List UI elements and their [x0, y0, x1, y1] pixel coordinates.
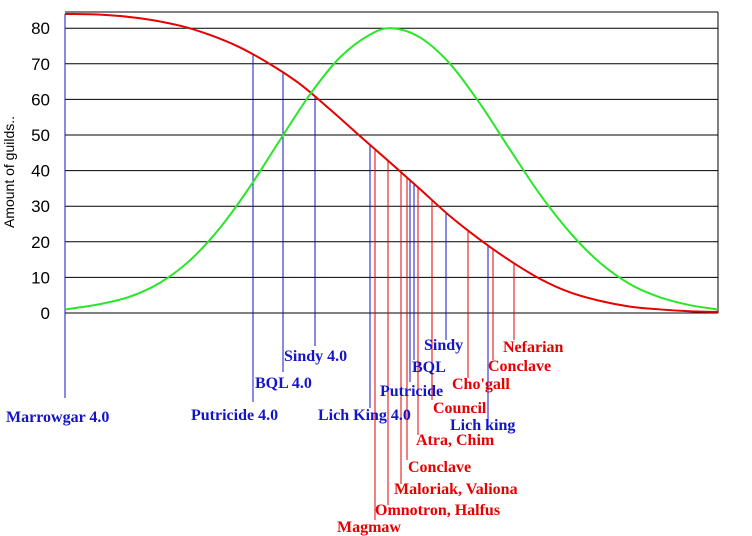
marker-label: Conclave: [408, 459, 471, 476]
series-line-green: [64, 27, 719, 311]
y-tick-label: 30: [31, 197, 50, 216]
y-tick-label: 70: [31, 55, 50, 74]
marker-label: BQL: [412, 359, 446, 376]
marker-label: Omnotron, Halfus: [375, 502, 500, 519]
y-tick-label: 40: [31, 162, 50, 181]
gridlines: [65, 11, 719, 314]
marker-label: Lich king: [450, 417, 515, 434]
y-tick-label: 50: [31, 126, 50, 145]
marker-label: Magmaw: [337, 519, 401, 536]
y-tick-label: 10: [31, 268, 50, 287]
marker-label: Council: [433, 400, 487, 417]
marker-label: Lich King 4.0: [318, 407, 411, 424]
series-curves: [64, 12, 719, 313]
marker-label: Marrowgar 4.0: [6, 409, 109, 426]
marker-label: Sindy 4.0: [284, 348, 347, 365]
marker-label: Maloriak, Valiona: [394, 481, 518, 498]
marker-label: Cho'gall: [452, 376, 510, 393]
marker-label: Putricide: [380, 383, 443, 400]
marker-label: Nefarian: [503, 339, 564, 356]
y-tick-label: 0: [41, 304, 50, 323]
marker-label: Putricide 4.0: [191, 407, 278, 424]
y-axis-label: Amount of guilds..: [1, 116, 17, 228]
marker-label: Sindy: [424, 337, 463, 354]
marker-label: Conclave: [488, 358, 551, 375]
marker-label: BQL 4.0: [255, 375, 312, 392]
marker-labels: Marrowgar 4.0 Putricide 4.0 BQL 4.0 Sindy 4…: [6, 337, 564, 536]
marker-label: Atra, Chim: [416, 432, 495, 449]
y-tick-labels: 0 10 20 30 40 50 60 70 80: [31, 19, 50, 323]
y-tick-label: 60: [31, 90, 50, 109]
y-tick-label: 80: [31, 19, 50, 38]
series-line-red: [64, 12, 719, 313]
marker-lines: [64, 13, 515, 520]
y-tick-label: 20: [31, 233, 50, 252]
